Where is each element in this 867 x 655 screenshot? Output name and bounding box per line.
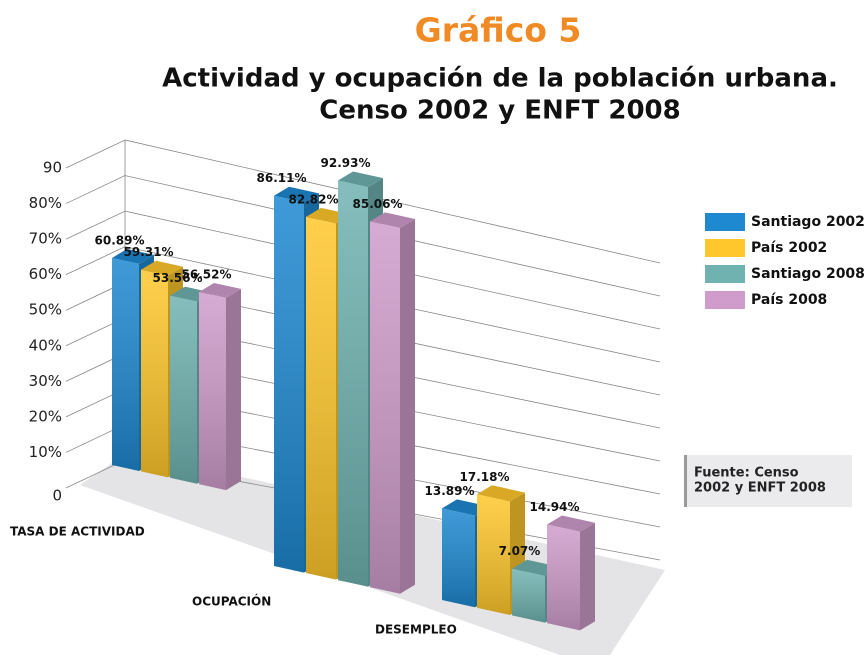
bar-top xyxy=(199,282,241,298)
data-label: 17.18% xyxy=(460,470,510,484)
bar-shade xyxy=(170,295,197,484)
legend-label: País 2002 xyxy=(751,240,827,256)
y-tick-label: 0 xyxy=(52,487,62,505)
bar-shade xyxy=(141,269,168,478)
bar-shade xyxy=(199,291,226,491)
bar-side xyxy=(580,522,595,631)
data-label: 7.07% xyxy=(499,544,541,558)
data-label: 14.94% xyxy=(530,500,580,514)
y-tick-label: 20% xyxy=(29,407,62,425)
source-border xyxy=(684,455,687,507)
chart-subtitle: Censo 2002 y ENFT 2008 xyxy=(319,96,680,126)
x-tick-label: DESEMPLEO xyxy=(375,623,457,637)
bar-top xyxy=(338,171,383,188)
legend-swatch xyxy=(705,239,745,257)
source: 2002 y ENFT 2008 xyxy=(694,481,826,496)
data-label: 82.82% xyxy=(289,192,339,206)
data-label: 60.89% xyxy=(95,233,145,247)
legend-swatch xyxy=(705,213,745,231)
bar-shade xyxy=(477,494,510,615)
legend-label: Santiago 2002 xyxy=(751,214,865,230)
legend-label: Santiago 2008 xyxy=(751,266,865,282)
x-tick-label: OCUPACIÓN xyxy=(192,594,271,609)
chart-title: Gráfico 5 xyxy=(415,11,582,50)
bar-top xyxy=(112,248,154,264)
y-tick-label: 50% xyxy=(29,301,62,319)
data-label: 56.52% xyxy=(182,267,232,281)
y-tick-label: 10% xyxy=(29,443,62,461)
bar-top xyxy=(547,515,595,532)
y-tick-label: 40% xyxy=(29,336,62,354)
bar-top xyxy=(274,186,319,203)
bar-top xyxy=(370,212,415,228)
bar-shade xyxy=(370,221,400,594)
legend-label: País 2008 xyxy=(751,292,827,308)
y-tick-label: 60% xyxy=(29,265,62,283)
data-label: 13.89% xyxy=(425,484,475,498)
data-label: 85.06% xyxy=(353,197,403,211)
data-label: 86.11% xyxy=(257,171,307,185)
bar-shade xyxy=(274,195,304,573)
bar-top xyxy=(141,260,183,276)
bar-shade xyxy=(338,180,368,587)
data-label: 92.93% xyxy=(321,156,371,170)
y-tick-label: 80% xyxy=(29,194,62,212)
bar-shade xyxy=(112,257,139,471)
y-tick-label: 70% xyxy=(29,230,62,248)
bar-shade xyxy=(442,508,475,608)
source: Fuente: Censo xyxy=(694,466,799,481)
source-box xyxy=(684,455,852,507)
data-label: 53.56% xyxy=(153,271,203,285)
x-tick-label: TASA DE ACTIVIDAD xyxy=(10,525,145,539)
bar-top xyxy=(477,485,525,502)
chart-subtitle: Actividad y ocupación de la población ur… xyxy=(162,64,838,94)
bar-shade xyxy=(512,568,545,623)
data-label: 59.31% xyxy=(124,245,174,259)
bar-shade xyxy=(306,216,336,580)
bar-side xyxy=(226,288,241,491)
y-tick-label: 90 xyxy=(43,159,62,177)
legend-swatch xyxy=(705,291,745,309)
bar-shade xyxy=(547,524,580,631)
legend-swatch xyxy=(705,265,745,283)
y-tick-label: 30% xyxy=(29,372,62,390)
bar-side xyxy=(400,218,415,594)
